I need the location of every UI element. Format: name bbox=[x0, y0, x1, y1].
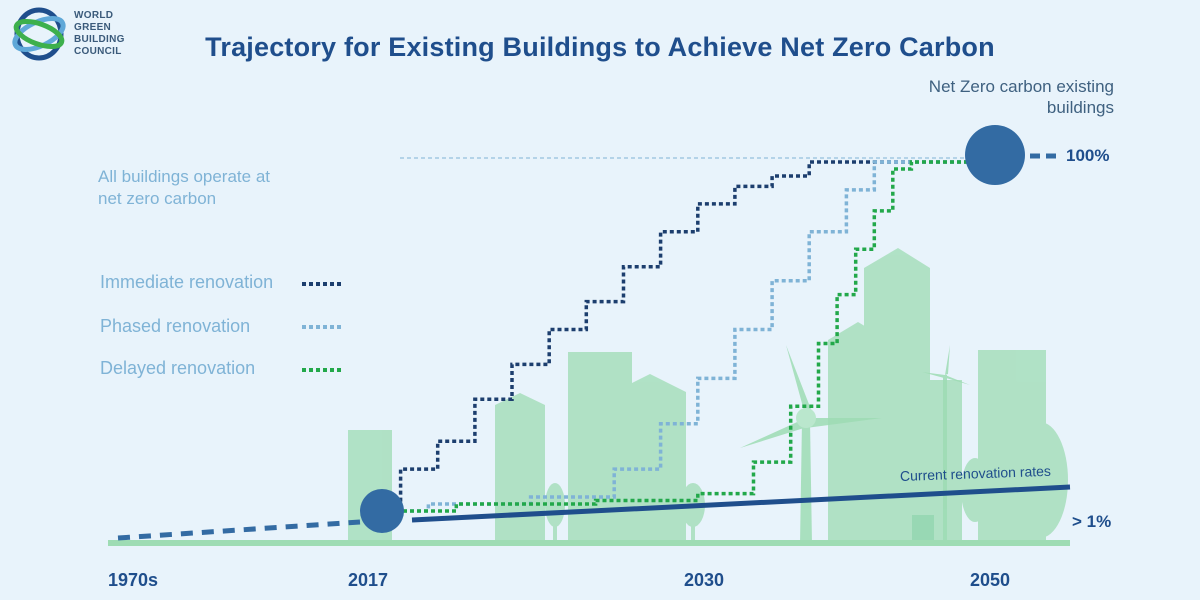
tree bbox=[545, 483, 565, 527]
building bbox=[495, 393, 545, 545]
series-line-historic bbox=[117, 519, 361, 541]
turbine-tower bbox=[800, 420, 812, 545]
tree-trunk bbox=[1037, 525, 1043, 545]
x-tick-1970s: 1970s bbox=[108, 570, 159, 590]
logo-line-4: COUNCIL bbox=[74, 46, 122, 57]
building bbox=[614, 374, 686, 545]
legend-immediate: Immediate renovation bbox=[100, 272, 274, 292]
city-background bbox=[348, 248, 1068, 545]
tree bbox=[1012, 422, 1068, 538]
tree-trunk bbox=[553, 520, 557, 545]
goal-text-value: All buildings operate at net zero carbon bbox=[98, 167, 271, 208]
wind-turbine-icon bbox=[922, 345, 970, 545]
turbine-hub bbox=[796, 408, 816, 428]
series-line-current-renovation-rates bbox=[411, 484, 1071, 523]
wind-turbine-icon bbox=[740, 345, 882, 545]
legend-delayed: Delayed renovation bbox=[100, 358, 256, 378]
target-label-text: Net Zero carbon existing buildings bbox=[928, 77, 1114, 117]
building-door bbox=[912, 515, 934, 545]
target-circle bbox=[965, 125, 1025, 185]
series-line-phased-renovation bbox=[382, 160, 995, 513]
turbine-blade bbox=[740, 418, 806, 448]
series-layer bbox=[117, 160, 1071, 541]
wgbc-logo-icon bbox=[12, 7, 66, 61]
target-value-label: 100% bbox=[1066, 146, 1110, 165]
tree-trunk bbox=[691, 520, 695, 545]
legend-phased: Phased renovation bbox=[100, 316, 251, 336]
series-line-delayed-renovation bbox=[382, 160, 995, 513]
logo-text: WORLD GREEN BUILDING COUNCIL bbox=[74, 10, 125, 58]
x-tick-2017: 2017 bbox=[348, 570, 389, 590]
logo-line-1: WORLD bbox=[74, 10, 114, 21]
series-line-immediate-renovation bbox=[382, 160, 995, 513]
x-tick-2050: 2050 bbox=[970, 570, 1011, 590]
x-tick-2030: 2030 bbox=[684, 570, 725, 590]
ground bbox=[108, 540, 1070, 546]
turbine-blade bbox=[786, 345, 812, 418]
turbine-blade bbox=[945, 345, 950, 375]
start-circle bbox=[360, 489, 404, 533]
logo-line-2: GREEN bbox=[74, 22, 112, 33]
logo-line-3: BUILDING bbox=[74, 34, 125, 45]
current-rate-value-label: > 1% bbox=[1072, 512, 1112, 531]
turbine-blade bbox=[922, 372, 945, 378]
turbine-blade bbox=[806, 418, 882, 428]
target-label: Net Zero carbon existing buildings bbox=[924, 76, 1114, 118]
turbine-blade bbox=[945, 375, 970, 385]
turbine-tower bbox=[943, 375, 947, 545]
goal-text: All buildings operate at net zero carbon bbox=[98, 166, 288, 210]
chart-title: Trajectory for Existing Buildings to Ach… bbox=[205, 32, 995, 62]
